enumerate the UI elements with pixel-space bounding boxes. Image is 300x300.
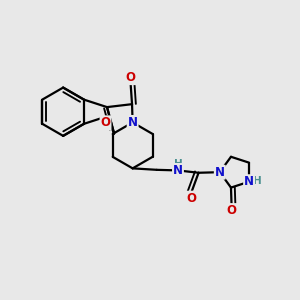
Text: N: N — [128, 116, 138, 129]
Text: N: N — [215, 166, 225, 179]
Text: N: N — [173, 164, 183, 177]
Text: O: O — [126, 71, 136, 84]
Text: N: N — [244, 175, 254, 188]
Text: H: H — [174, 159, 182, 169]
Text: H: H — [253, 176, 262, 185]
Text: O: O — [186, 192, 196, 205]
Text: O: O — [226, 204, 237, 217]
Text: O: O — [100, 116, 110, 129]
